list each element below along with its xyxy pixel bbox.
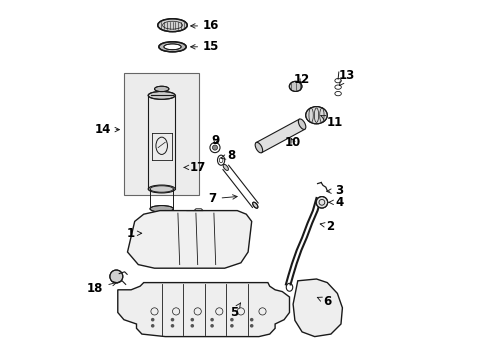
Text: 12: 12 (294, 73, 310, 86)
Text: 2: 2 (320, 220, 334, 233)
Ellipse shape (150, 206, 173, 212)
Ellipse shape (163, 44, 181, 50)
Ellipse shape (148, 91, 175, 99)
Text: 11: 11 (320, 116, 342, 129)
Circle shape (170, 318, 174, 321)
Text: 9: 9 (211, 134, 219, 147)
Polygon shape (127, 211, 251, 268)
Ellipse shape (289, 81, 301, 91)
Circle shape (190, 318, 194, 321)
Circle shape (316, 197, 327, 208)
Text: 13: 13 (338, 69, 354, 86)
Text: 5: 5 (230, 303, 240, 319)
Circle shape (110, 270, 122, 283)
Circle shape (249, 318, 253, 321)
Text: 7: 7 (208, 192, 237, 205)
Ellipse shape (150, 186, 173, 192)
Circle shape (230, 324, 233, 328)
Text: 4: 4 (328, 196, 343, 209)
Text: 16: 16 (190, 19, 219, 32)
Ellipse shape (298, 119, 305, 130)
Circle shape (249, 324, 253, 328)
Text: 6: 6 (317, 295, 330, 308)
Circle shape (210, 324, 213, 328)
FancyBboxPatch shape (123, 73, 199, 195)
Circle shape (210, 318, 213, 321)
Text: 8: 8 (221, 149, 235, 162)
Ellipse shape (223, 165, 228, 170)
Text: 17: 17 (183, 161, 205, 174)
Circle shape (170, 324, 174, 328)
Text: 10: 10 (284, 136, 301, 149)
Text: 15: 15 (190, 40, 219, 53)
Circle shape (190, 324, 194, 328)
Ellipse shape (255, 142, 262, 153)
Ellipse shape (305, 107, 326, 124)
Ellipse shape (252, 202, 257, 208)
Text: 1: 1 (127, 227, 142, 240)
Ellipse shape (159, 42, 186, 52)
Circle shape (151, 318, 154, 321)
Text: 14: 14 (94, 123, 119, 136)
Text: 18: 18 (87, 282, 117, 294)
Polygon shape (292, 279, 342, 337)
Circle shape (230, 318, 233, 321)
Circle shape (151, 324, 154, 328)
Ellipse shape (154, 86, 168, 91)
Circle shape (212, 145, 217, 150)
Text: 3: 3 (326, 184, 343, 197)
Polygon shape (256, 119, 304, 153)
Ellipse shape (148, 185, 175, 193)
Ellipse shape (158, 19, 187, 32)
Polygon shape (118, 283, 289, 337)
